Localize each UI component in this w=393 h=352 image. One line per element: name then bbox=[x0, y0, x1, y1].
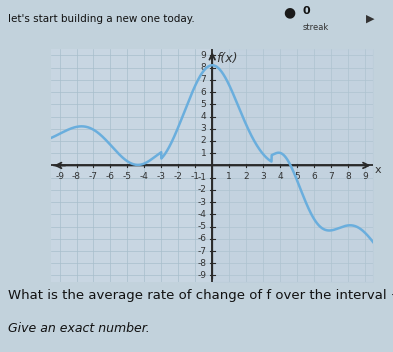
Text: f(x): f(x) bbox=[217, 52, 238, 65]
Text: 4: 4 bbox=[201, 112, 206, 121]
Text: 1: 1 bbox=[200, 149, 206, 158]
Text: 9: 9 bbox=[200, 51, 206, 60]
Text: 2: 2 bbox=[201, 137, 206, 145]
Text: 2: 2 bbox=[243, 172, 249, 181]
Text: 7: 7 bbox=[328, 172, 334, 181]
Text: What is the average rate of change of f over the interval −7 ≤ x ≤ 2?: What is the average rate of change of f … bbox=[8, 289, 393, 302]
Text: 5: 5 bbox=[200, 100, 206, 109]
Text: -3: -3 bbox=[197, 197, 206, 207]
Text: Give an exact number.: Give an exact number. bbox=[8, 322, 150, 335]
Text: streak: streak bbox=[303, 23, 329, 32]
Text: 1: 1 bbox=[226, 172, 232, 181]
Text: -3: -3 bbox=[157, 172, 166, 181]
Text: -7: -7 bbox=[89, 172, 98, 181]
Text: 8: 8 bbox=[345, 172, 351, 181]
Text: 3: 3 bbox=[200, 124, 206, 133]
Text: 8: 8 bbox=[200, 63, 206, 72]
Text: 0: 0 bbox=[303, 6, 310, 15]
Text: -4: -4 bbox=[140, 172, 149, 181]
Text: 3: 3 bbox=[260, 172, 266, 181]
Text: -9: -9 bbox=[197, 271, 206, 280]
Text: -5: -5 bbox=[197, 222, 206, 231]
Text: -5: -5 bbox=[123, 172, 132, 181]
Text: -6: -6 bbox=[197, 234, 206, 243]
Text: 6: 6 bbox=[200, 88, 206, 96]
Text: 4: 4 bbox=[277, 172, 283, 181]
Text: x: x bbox=[375, 165, 382, 175]
Text: -2: -2 bbox=[197, 186, 206, 194]
Text: ●: ● bbox=[283, 6, 295, 20]
Text: 6: 6 bbox=[311, 172, 317, 181]
Text: -8: -8 bbox=[197, 259, 206, 268]
Text: 9: 9 bbox=[362, 172, 368, 181]
Text: -8: -8 bbox=[72, 172, 81, 181]
Text: -1: -1 bbox=[197, 173, 206, 182]
Text: ▶: ▶ bbox=[365, 14, 374, 24]
Text: -9: -9 bbox=[55, 172, 64, 181]
Text: let's start building a new one today.: let's start building a new one today. bbox=[8, 14, 195, 24]
Text: -6: -6 bbox=[106, 172, 115, 181]
Text: -7: -7 bbox=[197, 246, 206, 256]
Text: 5: 5 bbox=[294, 172, 300, 181]
Text: -4: -4 bbox=[197, 210, 206, 219]
Text: -2: -2 bbox=[174, 172, 183, 181]
Text: -1: -1 bbox=[191, 172, 200, 181]
Text: 7: 7 bbox=[200, 75, 206, 84]
